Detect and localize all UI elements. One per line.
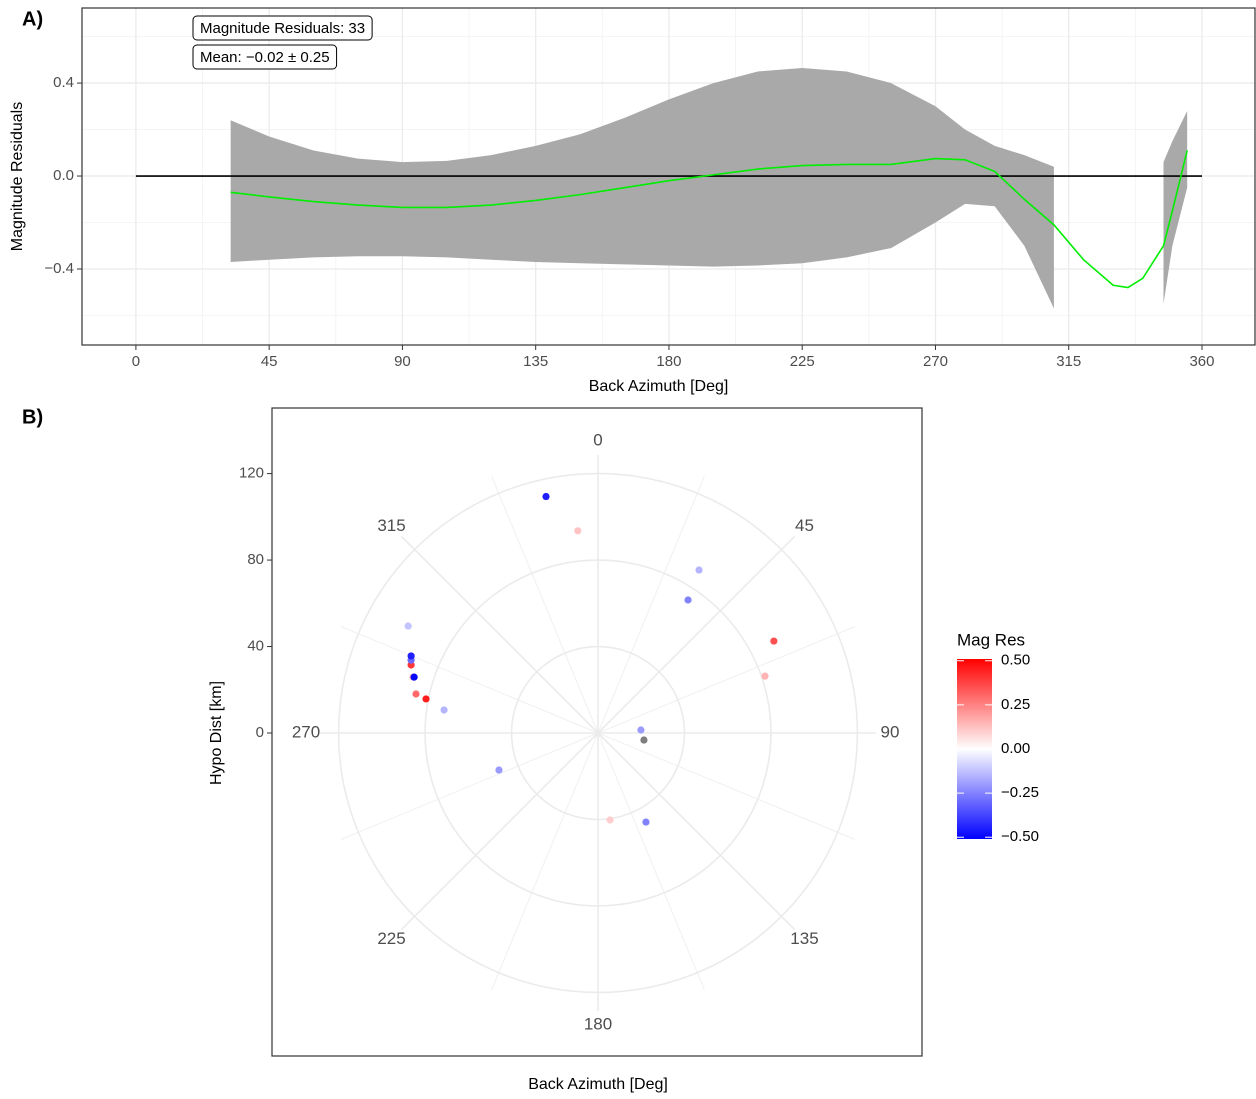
annotation-text: Magnitude Residuals: 33 bbox=[200, 20, 365, 37]
minor-grid-line bbox=[597, 475, 705, 734]
colorbar-tick-label: 0.50 bbox=[1001, 652, 1030, 669]
angle-tick-label: 45 bbox=[795, 516, 814, 535]
x-tick-label: 315 bbox=[1056, 353, 1081, 370]
y-tick-label: 0.0 bbox=[53, 167, 74, 184]
grid-line bbox=[400, 535, 599, 734]
point bbox=[642, 818, 650, 826]
y-tick-label: 0.4 bbox=[53, 74, 74, 91]
x-tick-label: 360 bbox=[1189, 353, 1214, 370]
panel-label: B) bbox=[22, 406, 43, 428]
x-tick-label: 45 bbox=[261, 353, 278, 370]
annotation-text: Mean: −0.02 ± 0.25 bbox=[200, 49, 330, 66]
y-tick-label: 120 bbox=[239, 465, 264, 482]
panel-label: A) bbox=[22, 8, 43, 30]
x-axis-label: Back Azimuth [Deg] bbox=[589, 378, 729, 395]
minor-grid-line bbox=[340, 732, 599, 840]
x-tick-label: 225 bbox=[790, 353, 815, 370]
minor-grid-line bbox=[340, 626, 599, 734]
colorbar-tick-label: −0.25 bbox=[1001, 784, 1039, 801]
panel-border bbox=[271, 407, 923, 1057]
y-tick-label: 40 bbox=[247, 637, 264, 654]
y-axis-label: Hypo Dist [km] bbox=[208, 681, 225, 785]
point bbox=[542, 492, 550, 501]
confidence-band bbox=[1163, 110, 1188, 304]
x-tick-label: 270 bbox=[923, 353, 948, 370]
angle-tick-label: 225 bbox=[377, 929, 405, 948]
angle-tick-label: 180 bbox=[584, 1014, 612, 1033]
x-axis-label: Back Azimuth [Deg] bbox=[528, 1076, 668, 1093]
point bbox=[761, 672, 769, 680]
y-tick-label: 80 bbox=[247, 551, 264, 568]
point bbox=[770, 637, 778, 645]
minor-grid-line bbox=[597, 732, 856, 840]
point bbox=[495, 766, 503, 774]
point bbox=[640, 736, 648, 744]
x-tick-label: 0 bbox=[132, 353, 140, 370]
point bbox=[440, 706, 448, 714]
y-tick-label: −0.4 bbox=[44, 260, 74, 277]
minor-grid-line bbox=[491, 732, 599, 991]
angle-tick-label: 270 bbox=[292, 722, 320, 741]
confidence-band bbox=[230, 67, 1054, 309]
colorbar-tick-label: 0.25 bbox=[1001, 696, 1030, 713]
grid-line bbox=[597, 535, 796, 734]
colorbar-tick-label: 0.00 bbox=[1001, 740, 1030, 757]
y-axis-label: Magnitude Residuals bbox=[9, 102, 26, 251]
point bbox=[404, 622, 412, 630]
point bbox=[410, 673, 418, 681]
point bbox=[684, 596, 692, 604]
minor-grid-line bbox=[597, 732, 705, 991]
angle-tick-label: 90 bbox=[881, 722, 900, 741]
point bbox=[407, 652, 415, 660]
panel-border bbox=[81, 7, 1256, 346]
point bbox=[606, 816, 614, 824]
point bbox=[574, 527, 582, 535]
point bbox=[695, 566, 703, 574]
annotation: Mean: −0.02 ± 0.25 bbox=[192, 44, 338, 70]
legend-title: Mag Res bbox=[957, 630, 1025, 649]
annotation: Magnitude Residuals: 33 bbox=[192, 15, 373, 41]
point bbox=[422, 695, 430, 703]
minor-grid-line bbox=[491, 475, 599, 734]
annotation-box bbox=[192, 15, 373, 41]
x-tick-label: 135 bbox=[523, 353, 548, 370]
angle-tick-label: 315 bbox=[377, 516, 405, 535]
minor-grid-line bbox=[597, 626, 856, 734]
x-tick-label: 180 bbox=[656, 353, 681, 370]
annotation-box bbox=[192, 44, 338, 70]
fit-line bbox=[230, 150, 1188, 289]
point bbox=[412, 690, 420, 698]
angle-tick-label: 0 bbox=[593, 430, 602, 449]
angle-tick-label: 135 bbox=[790, 929, 818, 948]
grid-line bbox=[597, 732, 796, 931]
grid-line bbox=[400, 732, 599, 931]
x-tick-label: 90 bbox=[394, 353, 411, 370]
y-tick-label: 0 bbox=[256, 724, 264, 741]
point bbox=[637, 726, 645, 734]
colorbar-tick-label: −0.50 bbox=[1001, 828, 1039, 845]
